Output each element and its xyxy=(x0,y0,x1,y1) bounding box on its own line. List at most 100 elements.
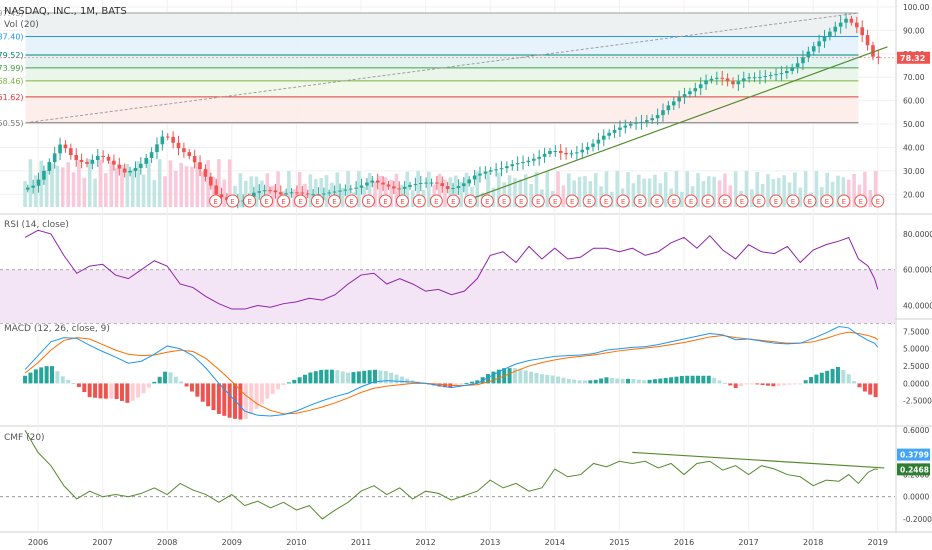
macd-tick-label[interactable]: 0.0000 xyxy=(903,379,929,388)
price-tick-label[interactable]: 100.00 xyxy=(903,3,929,12)
price-tick-label[interactable]: 50.00 xyxy=(903,120,925,129)
cmf-value-tag[interactable] xyxy=(897,448,930,461)
x-tick-label[interactable]: 2013 xyxy=(480,538,500,547)
macd-histogram-bar xyxy=(534,372,539,384)
x-tick-label[interactable]: 2018 xyxy=(803,538,823,547)
cmf-value-tag[interactable] xyxy=(897,463,930,476)
price-tick-label[interactable]: 70.00 xyxy=(903,73,925,82)
earnings-marker[interactable] xyxy=(378,194,392,208)
candle-body xyxy=(564,152,568,155)
macd-histogram-bar xyxy=(760,383,765,386)
earnings-marker[interactable] xyxy=(837,194,851,208)
earnings-marker[interactable] xyxy=(294,194,308,208)
macd-tick-label[interactable]: -2.5000 xyxy=(903,397,932,406)
x-tick-label[interactable]: 2007 xyxy=(92,538,112,547)
fibonacci-retracement[interactable]: 1(97.43) 0.786(87.40) 0.618(79.52) 0.5(73.9… xyxy=(0,9,859,128)
rsi-tick-label[interactable]: 40.0000 xyxy=(903,301,932,310)
earnings-marker[interactable] xyxy=(446,194,460,208)
x-tick-label[interactable]: 2015 xyxy=(609,538,629,547)
cmf-tick-label[interactable]: 0.0000 xyxy=(903,493,929,502)
volume-bar xyxy=(238,173,243,207)
earnings-marker[interactable] xyxy=(344,194,358,208)
earnings-marker[interactable] xyxy=(395,194,409,208)
earnings-marker[interactable] xyxy=(667,194,681,208)
macd-histogram-bar xyxy=(179,381,184,384)
earnings-marker[interactable] xyxy=(277,194,291,208)
earnings-marker[interactable] xyxy=(718,194,732,208)
earnings-marker[interactable] xyxy=(327,194,341,208)
volume-bar xyxy=(863,171,867,207)
earnings-marker-label: E xyxy=(417,198,421,206)
candle-body xyxy=(365,182,369,186)
x-tick-label[interactable]: 2010 xyxy=(286,538,306,547)
x-tick-label[interactable]: 2009 xyxy=(222,538,242,547)
earnings-marker[interactable] xyxy=(226,194,240,208)
candle-body xyxy=(176,142,181,149)
macd-tick-label[interactable]: 2.5000 xyxy=(903,362,929,371)
macd-histogram-bar xyxy=(33,369,38,384)
cmf-tick-label[interactable]: -0.2000 xyxy=(903,515,932,524)
rsi-tick-label[interactable]: 80.0000 xyxy=(903,230,932,239)
price-tick-label[interactable]: 60.00 xyxy=(903,97,925,106)
x-tick-label[interactable]: 2006 xyxy=(28,538,48,547)
support-trendline[interactable] xyxy=(470,46,888,200)
current-price-tag[interactable] xyxy=(897,51,930,64)
earnings-marker[interactable] xyxy=(803,194,817,208)
earnings-marker[interactable] xyxy=(599,194,613,208)
earnings-marker[interactable] xyxy=(243,194,257,208)
earnings-marker[interactable] xyxy=(531,194,545,208)
earnings-marker[interactable] xyxy=(429,194,443,208)
earnings-marker-label: E xyxy=(587,198,591,206)
earnings-marker[interactable] xyxy=(480,194,494,208)
earnings-marker[interactable] xyxy=(361,194,375,208)
earnings-marker[interactable] xyxy=(582,194,596,208)
candle-body xyxy=(494,169,498,171)
x-tick-label[interactable]: 2012 xyxy=(415,538,435,547)
price-axis[interactable]: 100.0090.0080.0070.0060.0050.0040.0030.0… xyxy=(0,3,932,524)
earnings-marker[interactable] xyxy=(633,194,647,208)
earnings-marker[interactable] xyxy=(735,194,749,208)
x-tick-label[interactable]: 2017 xyxy=(738,538,758,547)
earnings-marker[interactable] xyxy=(701,194,715,208)
candle-body xyxy=(671,101,676,106)
price-tick-label[interactable]: 30.00 xyxy=(903,167,925,176)
price-tick-label[interactable]: 90.00 xyxy=(903,26,925,35)
x-tick-label[interactable]: 2011 xyxy=(351,538,371,547)
earnings-marker[interactable] xyxy=(412,194,426,208)
earnings-marker[interactable] xyxy=(311,194,325,208)
earnings-marker[interactable] xyxy=(497,194,511,208)
candle-body xyxy=(585,146,590,150)
cmf-divergence-line[interactable] xyxy=(632,451,885,469)
time-axis[interactable]: 2006 2007 2008 2009 2010 2011 2012 2013 2014 2015… xyxy=(28,538,888,547)
macd-histogram-bar xyxy=(459,383,464,385)
x-tick-label[interactable]: 2016 xyxy=(674,538,694,547)
macd-tick-label[interactable]: 7.5000 xyxy=(903,327,929,336)
earnings-marker[interactable] xyxy=(786,194,800,208)
cmf-tick-label[interactable]: 0.6000 xyxy=(903,426,929,435)
volume-bar xyxy=(28,159,33,207)
x-tick-label[interactable]: 2008 xyxy=(157,538,177,547)
x-tick-label[interactable]: 2014 xyxy=(545,538,565,547)
earnings-marker[interactable] xyxy=(514,194,528,208)
rsi-tick-label[interactable]: 60.0000 xyxy=(903,266,932,275)
earnings-marker[interactable] xyxy=(260,194,274,208)
x-tick-label[interactable]: 2019 xyxy=(868,538,888,547)
price-tick-label[interactable]: 40.00 xyxy=(903,143,925,152)
price-tick-label[interactable]: 20.00 xyxy=(903,190,925,199)
earnings-marker[interactable] xyxy=(820,194,834,208)
earnings-marker[interactable] xyxy=(565,194,579,208)
earnings-marker[interactable] xyxy=(752,194,766,208)
earnings-marker[interactable] xyxy=(871,194,885,208)
earnings-marker[interactable] xyxy=(854,194,868,208)
earnings-marker[interactable] xyxy=(650,194,664,208)
earnings-marker[interactable] xyxy=(684,194,698,208)
macd-tick-label[interactable]: 5.0000 xyxy=(903,345,929,354)
earnings-marker-label: E xyxy=(400,198,404,206)
earnings-marker[interactable] xyxy=(616,194,630,208)
earnings-marker[interactable] xyxy=(548,194,562,208)
earnings-marker[interactable] xyxy=(209,194,223,208)
earnings-marker[interactable] xyxy=(463,194,477,208)
earnings-marker[interactable] xyxy=(769,194,783,208)
